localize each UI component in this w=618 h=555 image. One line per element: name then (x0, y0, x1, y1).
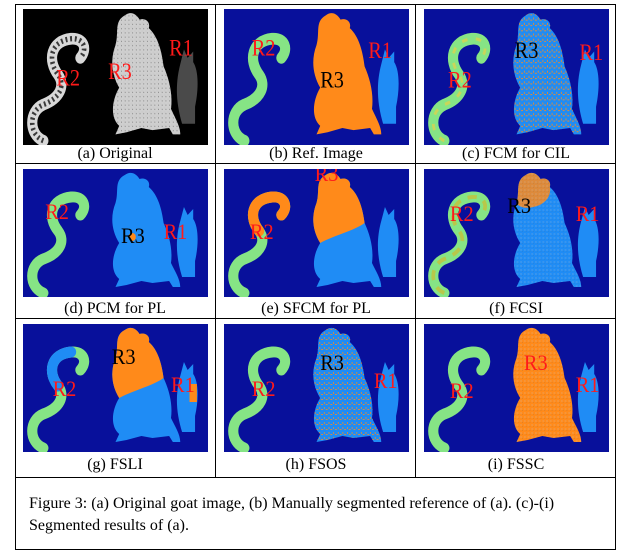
region-label: R3 (320, 66, 344, 93)
region-label: R3 (320, 350, 344, 375)
grid-divider-col-1 (215, 4, 216, 477)
snake-texture (29, 36, 87, 144)
goat-orange-part (313, 172, 365, 243)
cat-region (577, 362, 599, 432)
cat-region (577, 207, 599, 277)
cat-region (176, 49, 198, 124)
panel-f-image: R2 R3 R1 (424, 169, 609, 297)
cat-region (176, 207, 198, 277)
region-label: R1 (171, 372, 195, 397)
region-label: R2 (250, 219, 274, 244)
snake-region (27, 191, 90, 297)
region-label: R2 (252, 34, 276, 61)
goat-region (313, 13, 382, 135)
snake-orange-part (247, 191, 291, 237)
panel-d: R2 R3 R1 (d) PCM for PL (15, 164, 215, 319)
region-label: R3 (524, 350, 548, 375)
goat-texture (513, 327, 582, 442)
cat-region (577, 49, 599, 124)
snake-blue-part (46, 346, 77, 392)
panel-caption: (i) FSSC (487, 456, 545, 473)
goat-orange-pixels (313, 327, 382, 442)
goat-texture (513, 172, 582, 287)
region-label: R3 (515, 37, 539, 64)
region-label: R3 (121, 223, 145, 248)
cat-region (176, 362, 198, 432)
region-label: R2 (53, 376, 77, 401)
panel-caption: (d) PCM for PL (64, 300, 166, 317)
region-label: R1 (576, 372, 600, 397)
panel-b: R2 R3 R1 (b) Ref. Image (216, 4, 416, 162)
goat-texture (112, 13, 181, 135)
region-label: R1 (164, 219, 188, 244)
snake-region (228, 32, 291, 145)
cat-region (377, 49, 399, 124)
panel-caption: (b) Ref. Image (269, 145, 363, 162)
region-label: R2 (56, 64, 80, 91)
region-label: R3 (315, 169, 339, 186)
goat-orange-pixels (513, 13, 582, 135)
region-label: R1 (368, 37, 392, 64)
grid-divider-caption (15, 477, 616, 478)
panel-a-image: R2 R3 R1 (23, 9, 208, 145)
cat-orange-part (189, 384, 197, 402)
panel-i: R2 R3 R1 (i) FSSC (416, 319, 616, 474)
figure-frame (15, 4, 616, 550)
grid-divider-col-2 (415, 4, 416, 477)
region-label: R2 (252, 376, 276, 401)
cat-region (377, 207, 399, 277)
figure-caption: Figure 3: (a) Original goat image, (b) M… (29, 495, 555, 534)
panel-a: R2 R3 R1 (a) Original (15, 4, 215, 162)
panel-caption: (h) FSOS (285, 456, 347, 473)
panel-f: R2 R3 R1 (f) FCSI (416, 164, 616, 319)
panel-caption: (c) FCM for CIL (462, 145, 570, 162)
panel-caption: (e) SFCM for PL (261, 300, 371, 317)
region-label: R2 (450, 201, 474, 226)
panel-e-image: R2 R3 (224, 169, 409, 297)
region-label: R3 (108, 58, 132, 85)
snake-region (228, 346, 291, 452)
panel-caption: (a) Original (77, 145, 153, 162)
grid-divider-row-1 (15, 163, 616, 164)
cat-region (377, 362, 399, 432)
snake-region (428, 191, 491, 297)
panel-h-image: R2 R3 R1 (224, 324, 409, 452)
panel-b-image: R2 R3 R1 (224, 9, 409, 145)
goat-orange-part (112, 327, 164, 398)
panel-i-image: R2 R3 R1 (424, 324, 609, 452)
panel-h: R2 R3 R1 (h) FSOS (216, 319, 416, 474)
panel-g-image: R2 R3 R1 (23, 324, 208, 452)
snake-region (428, 346, 491, 452)
panel-c-image: R2 R3 R1 (424, 9, 609, 145)
snake-noise (431, 37, 487, 143)
region-label: R2 (45, 199, 69, 224)
panel-caption: (g) FSLI (87, 456, 143, 473)
region-label: R1 (374, 368, 398, 393)
region-label: R2 (448, 66, 472, 93)
region-label: R3 (507, 193, 531, 218)
goat-orange-spot (128, 233, 136, 241)
goat-region (112, 172, 181, 287)
region-label: R1 (169, 34, 193, 61)
figure: R2 R3 R1 (a) Original R2 R3 R1 (b) Ref. Image R2… (15, 4, 616, 550)
region-label: R1 (576, 201, 600, 226)
panel-e: R2 R3 (e) SFCM for PL (216, 164, 416, 319)
region-label: R3 (112, 344, 136, 369)
panel-c: R2 R3 R1 (c) FCM for CIL (416, 4, 616, 162)
panel-g: R2 R3 R1 (g) FSLI (15, 319, 215, 474)
region-label: R2 (450, 378, 474, 403)
panel-caption: (f) FCSI (489, 300, 543, 317)
panel-d-image: R2 R3 R1 (23, 169, 208, 297)
region-label: R1 (579, 39, 603, 66)
grid-divider-row-2 (15, 318, 616, 319)
